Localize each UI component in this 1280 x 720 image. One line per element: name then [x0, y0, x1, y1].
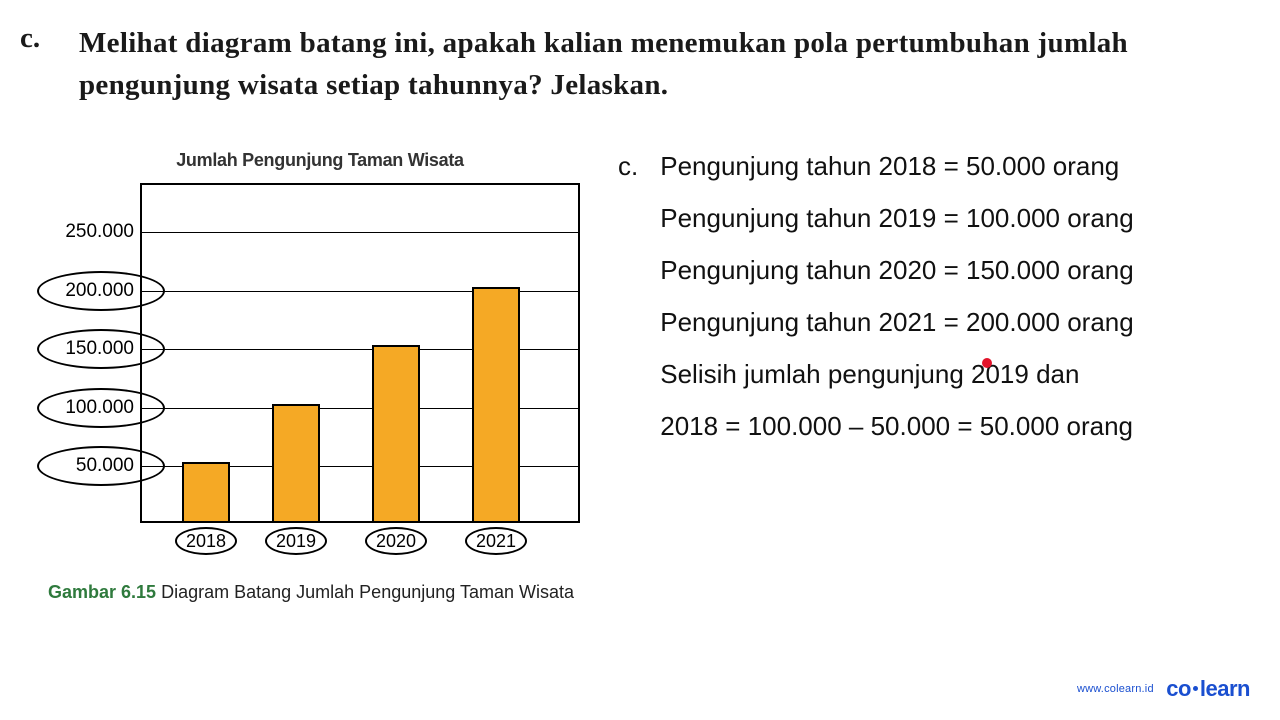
x-label-highlight-oval — [465, 527, 527, 555]
question-row: c. Melihat diagram batang ini, apakah ka… — [20, 22, 1260, 106]
answer-line: Selisih jumlah pengunjung 2019 dan — [660, 348, 1260, 400]
x-label-highlight-oval — [265, 527, 327, 555]
gridline — [142, 232, 578, 233]
question-letter: c. — [20, 22, 75, 55]
chart-caption: Gambar 6.15 Diagram Batang Jumlah Pengun… — [48, 582, 574, 603]
x-label-highlight-oval — [365, 527, 427, 555]
logo-dot-icon — [1193, 686, 1198, 691]
answer-line: 2018 = 100.000 – 50.000 = 50.000 orang — [660, 400, 1260, 452]
y-label-highlight-oval — [37, 271, 165, 311]
y-label-highlight-oval — [37, 388, 165, 428]
bar — [272, 404, 320, 521]
answer-block: c. Pengunjung tahun 2018 = 50.000 orangP… — [618, 140, 1268, 452]
laser-pointer-icon — [982, 358, 992, 368]
y-label-highlight-oval — [37, 329, 165, 369]
answer-line: Pengunjung tahun 2018 = 50.000 orang — [660, 140, 1260, 192]
logo-part-b: learn — [1200, 676, 1250, 701]
bar — [182, 462, 230, 521]
footer-url: www.colearn.id — [1077, 683, 1154, 695]
question-text: Melihat diagram batang ini, apakah kalia… — [79, 22, 1179, 106]
bar — [372, 345, 420, 521]
caption-fig: Gambar 6.15 — [48, 582, 156, 602]
caption-text: Diagram Batang Jumlah Pengunjung Taman W… — [161, 582, 574, 602]
logo-part-a: co — [1166, 676, 1191, 701]
answer-letter: c. — [618, 140, 653, 192]
answer-line: Pengunjung tahun 2020 = 150.000 orang — [660, 244, 1260, 296]
bar-chart: Jumlah Pengunjung Taman Wisata 50.000100… — [40, 150, 600, 543]
y-axis-label: 250.000 — [44, 221, 134, 243]
answer-line: Pengunjung tahun 2021 = 200.000 orang — [660, 296, 1260, 348]
y-label-highlight-oval — [37, 446, 165, 486]
plot-area: 50.000100.000150.000200.000250.000201820… — [140, 183, 580, 523]
bar — [472, 287, 520, 521]
answer-body: Pengunjung tahun 2018 = 50.000 orangPeng… — [660, 140, 1260, 452]
chart-box: 50.000100.000150.000200.000250.000201820… — [140, 183, 580, 543]
chart-title: Jumlah Pengunjung Taman Wisata — [40, 150, 600, 171]
footer-logo: colearn — [1166, 676, 1250, 701]
answer-line: Pengunjung tahun 2019 = 100.000 orang — [660, 192, 1260, 244]
footer: www.colearn.id colearn — [1077, 676, 1250, 702]
x-label-highlight-oval — [175, 527, 237, 555]
